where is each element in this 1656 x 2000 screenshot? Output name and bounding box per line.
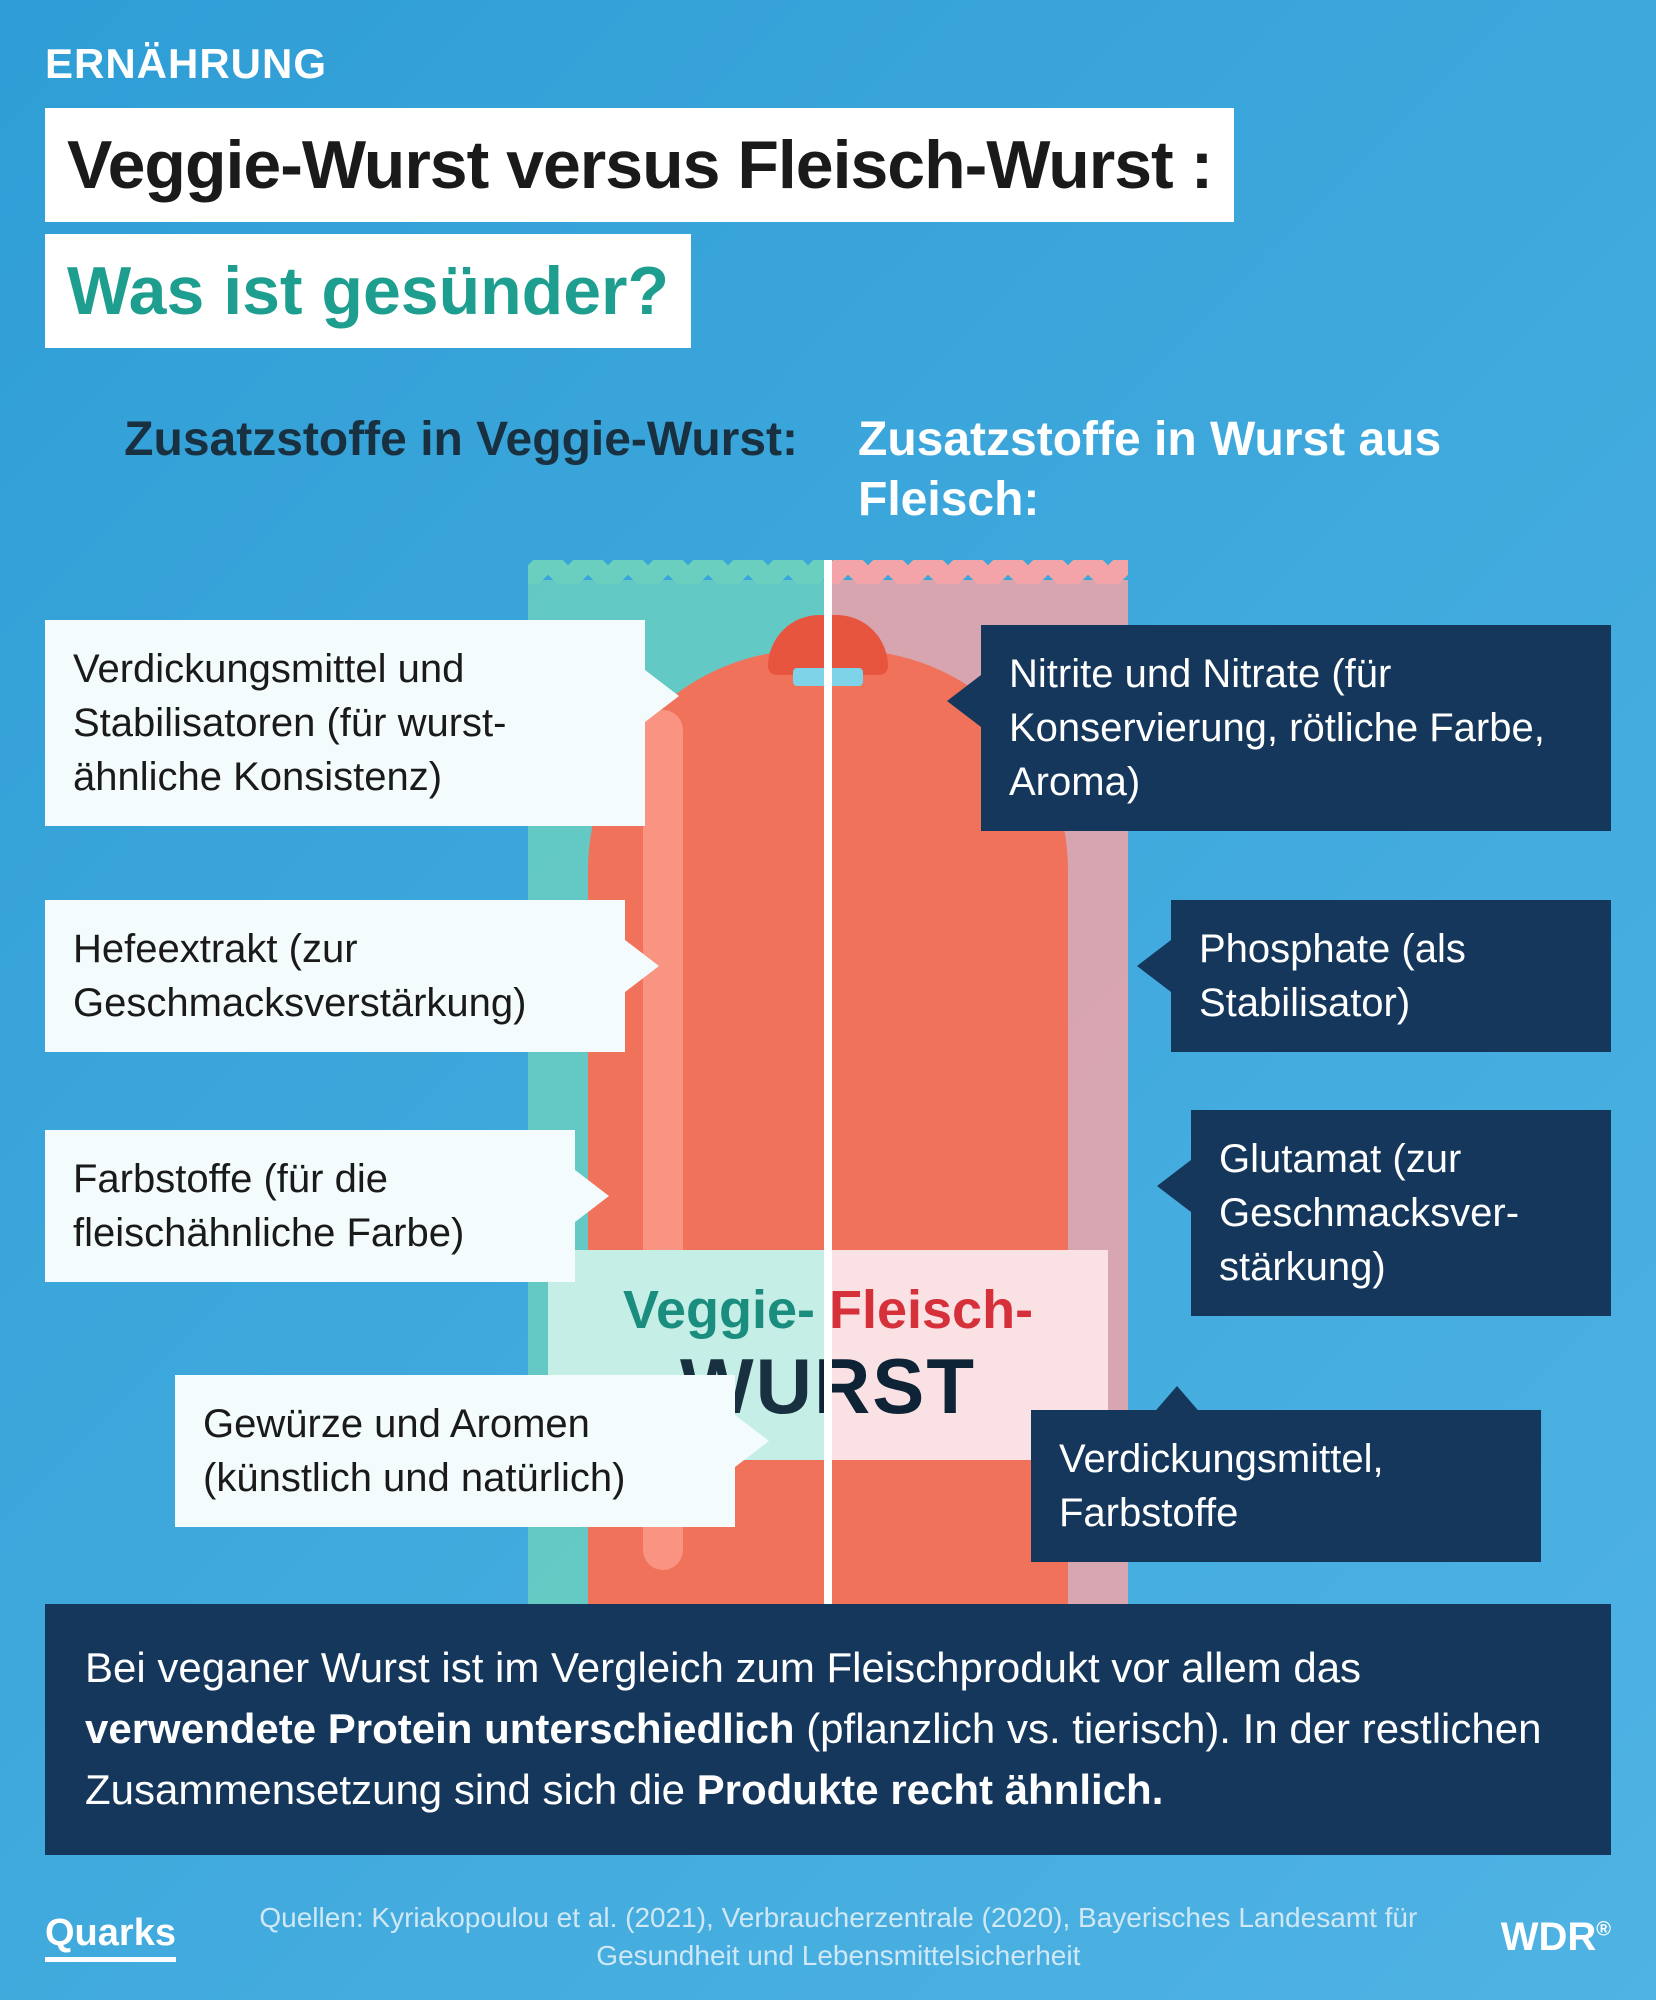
- pointer-icon: [947, 675, 981, 727]
- comparison-area: Zusatzstoffe in Veggie-Wurst: Zusatzstof…: [45, 410, 1611, 1790]
- pointer-icon: [735, 1415, 769, 1467]
- category-label: ERNÄHRUNG: [45, 40, 1611, 88]
- veggie-callout-3: Farbstoffe (für die fleischähnliche Farb…: [45, 1130, 575, 1282]
- meat-callout-1: Nitrite und Nitrate (für Konservierung, …: [981, 625, 1611, 831]
- heading-row: Zusatzstoffe in Veggie-Wurst: Zusatzstof…: [45, 410, 1611, 530]
- meat-callout-3: Glutamat (zur Geschmacksver­stärkung): [1191, 1110, 1611, 1316]
- meat-callout-4-text: Verdickungsmittel, Farbstoffe: [1059, 1437, 1384, 1535]
- registered-icon: ®: [1596, 1918, 1611, 1940]
- pointer-icon: [1157, 1160, 1191, 1212]
- title-sub-block: Was ist gesünder?: [45, 234, 691, 348]
- label-wurst-right: RST: [814, 1342, 976, 1430]
- pointer-icon: [575, 1170, 609, 1222]
- veggie-callout-1: Verdickungsmittel und Stabilisatoren (fü…: [45, 620, 645, 826]
- summary-bold-1: verwendete Protein unterschiedlich: [85, 1705, 795, 1752]
- title-sub: Was ist gesünder?: [67, 252, 669, 330]
- title-main: Veggie-Wurst versus Fleisch-Wurst :: [67, 126, 1212, 204]
- pointer-icon: [1137, 940, 1171, 992]
- wdr-text: WDR: [1501, 1915, 1597, 1959]
- pointer-icon: [625, 940, 659, 992]
- meat-callout-4: Verdickungsmittel, Farbstoffe: [1031, 1410, 1541, 1562]
- summary-bold-2: Produkte recht ähnlich.: [697, 1766, 1164, 1813]
- pointer-icon: [1151, 1386, 1203, 1416]
- brand-quarks: Quarks: [45, 1912, 176, 1962]
- heading-right: Zusatzstoffe in Wurst aus Fleisch:: [828, 410, 1611, 530]
- pointer-icon: [645, 670, 679, 722]
- meat-callout-2: Phosphate (als Stabilisator): [1171, 900, 1611, 1052]
- veggie-callout-2-text: Hefeextrakt (zur Geschmacksverstärkung): [73, 927, 526, 1025]
- veggie-callout-3-text: Farbstoffe (für die fleischähnliche Farb…: [73, 1157, 464, 1255]
- summary-box: Bei veganer Wurst ist im Vergleich zum F…: [45, 1604, 1611, 1855]
- veggie-callout-4: Gewürze und Aromen (künstlich und natürl…: [175, 1375, 735, 1527]
- veggie-callout-2: Hefeextrakt (zur Geschmacksverstärkung): [45, 900, 625, 1052]
- heading-left: Zusatzstoffe in Veggie-Wurst:: [45, 410, 828, 530]
- zigzag-right: [828, 560, 1128, 584]
- footer: Quarks Quellen: Kyriakopoulou et al. (20…: [45, 1899, 1611, 1975]
- infographic-container: ERNÄHRUNG Veggie-Wurst versus Fleisch-Wu…: [0, 0, 1656, 2000]
- brand-wdr: WDR®: [1501, 1915, 1611, 1960]
- title-main-block: Veggie-Wurst versus Fleisch-Wurst :: [45, 108, 1234, 222]
- sources-text: Quellen: Kyriakopoulou et al. (2021), Ve…: [206, 1899, 1471, 1975]
- meat-callout-3-text: Glutamat (zur Geschmacksver­stärkung): [1219, 1137, 1519, 1289]
- label-fleisch: Fleisch-: [829, 1279, 1033, 1341]
- label-veggie: Veggie-: [623, 1279, 815, 1341]
- veggie-callout-1-text: Verdickungsmittel und Stabilisatoren (fü…: [73, 647, 506, 799]
- meat-callout-1-text: Nitrite und Nitrate (für Konservierung, …: [1009, 652, 1545, 804]
- zigzag-left: [528, 560, 828, 584]
- summary-pre: Bei veganer Wurst ist im Vergleich zum F…: [85, 1644, 1361, 1691]
- meat-callout-2-text: Phosphate (als Stabilisator): [1199, 927, 1466, 1025]
- veggie-callout-4-text: Gewürze und Aromen (künstlich und natürl…: [203, 1402, 625, 1500]
- center-divider: [824, 560, 832, 1740]
